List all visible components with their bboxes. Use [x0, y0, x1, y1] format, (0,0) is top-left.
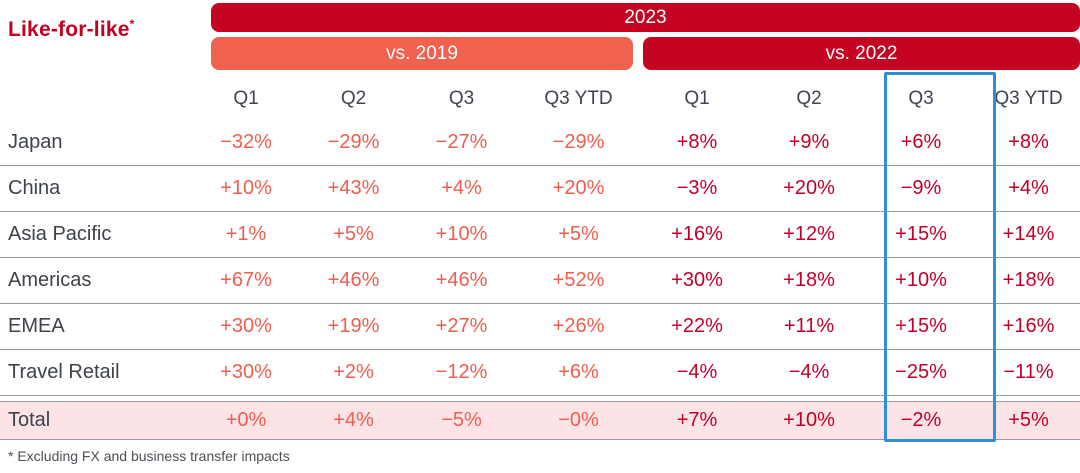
value-cell: +52% — [552, 269, 605, 291]
column-header-2022-q3ytd: Q3 YTD — [994, 88, 1063, 109]
table-row-asia-pacific: Asia Pacific +1% +5% +10% +5% +16% +12% … — [0, 212, 1080, 258]
row-label: Japan — [8, 131, 63, 153]
value-cell: +0% — [225, 409, 267, 431]
value-cell: +11% — [783, 315, 835, 337]
value-cell: −9% — [900, 177, 942, 199]
column-header-2019-q3: Q3 — [448, 88, 475, 109]
column-header-2019-q3ytd: Q3 YTD — [544, 88, 613, 109]
column-header-2022-q3: Q3 — [908, 88, 934, 109]
value-cell: +18% — [1002, 269, 1055, 291]
value-cell: +26% — [552, 315, 605, 337]
value-cell: +10% — [220, 177, 272, 199]
value-cell: +6% — [900, 131, 942, 153]
value-cell: +30% — [671, 269, 723, 291]
value-cell: −0% — [558, 409, 599, 431]
footnote-marker: * — [129, 17, 135, 31]
row-label: Americas — [8, 269, 92, 291]
year-header-bar: 2023 — [211, 3, 1080, 32]
value-cell: +5% — [1008, 409, 1049, 431]
column-header-2022-q1: Q1 — [684, 88, 710, 109]
value-cell: −32% — [220, 131, 272, 153]
value-cell: +10% — [783, 409, 835, 431]
value-cell: +15% — [895, 315, 947, 337]
value-cell: +9% — [788, 131, 830, 153]
value-cell: +6% — [558, 361, 599, 383]
value-cell: +14% — [1002, 223, 1055, 245]
value-cell: −3% — [676, 177, 718, 199]
value-cell: +10% — [895, 269, 947, 291]
year-label: 2023 — [624, 6, 667, 28]
quarter-header-row: Q1 Q2 Q3 Q3 YTD Q1 Q2 Q3 Q3 YTD — [0, 78, 1080, 120]
value-cell: +5% — [558, 223, 599, 245]
value-cell: +16% — [1002, 315, 1055, 337]
vs-2022-label: vs. 2022 — [825, 42, 898, 64]
table-row-japan: Japan −32% −29% −27% −29% +8% +9% +6% +8… — [0, 120, 1080, 166]
table-row-travel-retail: Travel Retail +30% +2% −12% +6% −4% −4% … — [0, 350, 1080, 396]
value-cell: −25% — [895, 361, 947, 383]
value-cell: +27% — [435, 315, 488, 337]
value-cell: +18% — [783, 269, 835, 291]
value-cell: −11% — [1003, 361, 1054, 383]
value-cell: +8% — [1008, 131, 1049, 153]
footnote: * Excluding FX and business transfer imp… — [8, 448, 290, 464]
row-label: Total — [8, 409, 51, 431]
value-cell: −4% — [676, 361, 718, 383]
value-cell: +5% — [333, 223, 374, 245]
row-label: EMEA — [8, 315, 65, 337]
table-row-americas: Americas +67% +46% +46% +52% +30% +18% +… — [0, 258, 1080, 304]
value-cell: +30% — [220, 315, 272, 337]
value-cell: +46% — [327, 269, 380, 291]
value-cell: −29% — [552, 131, 605, 153]
value-cell: +19% — [327, 315, 380, 337]
value-cell: +20% — [552, 177, 605, 199]
page-title-text: Like-for-like — [8, 18, 130, 41]
table-row-total: Total +0% +4% −5% −0% +7% +10% −2% +5% — [0, 401, 1080, 440]
value-cell: −2% — [900, 409, 942, 431]
vs-2019-label: vs. 2019 — [386, 42, 458, 64]
value-cell: +8% — [676, 131, 718, 153]
row-label: Travel Retail — [8, 361, 120, 383]
value-cell: +67% — [220, 269, 272, 291]
value-cell: +46% — [435, 269, 488, 291]
value-cell: +30% — [220, 361, 272, 383]
page-title: Like-for-like* — [8, 18, 135, 42]
value-cell: −27% — [435, 131, 488, 153]
value-cell: +4% — [1008, 177, 1049, 199]
value-cell: +4% — [441, 177, 482, 199]
value-cell: +22% — [671, 315, 723, 337]
value-cell: +20% — [783, 177, 835, 199]
row-label: China — [8, 177, 61, 199]
value-cell: +1% — [225, 223, 267, 245]
value-cell: −12% — [435, 361, 488, 383]
vs-2019-header-bar: vs. 2019 — [211, 37, 633, 70]
row-label: Asia Pacific — [8, 223, 112, 245]
value-cell: −4% — [788, 361, 830, 383]
column-header-2019-q2: Q2 — [340, 88, 367, 109]
table: Q1 Q2 Q3 Q3 YTD Q1 Q2 Q3 Q3 YTD Japan −3… — [0, 78, 1080, 440]
value-cell: +43% — [327, 177, 380, 199]
value-cell: +7% — [676, 409, 718, 431]
value-cell: −29% — [327, 131, 380, 153]
value-cell: +4% — [333, 409, 374, 431]
value-cell: +16% — [671, 223, 723, 245]
column-header-2022-q2: Q2 — [796, 88, 822, 109]
column-header-2019-q1: Q1 — [233, 88, 259, 109]
vs-2022-header-bar: vs. 2022 — [643, 37, 1080, 70]
table-row-emea: EMEA +30% +19% +27% +26% +22% +11% +15% … — [0, 304, 1080, 350]
value-cell: +15% — [895, 223, 947, 245]
value-cell: +10% — [435, 223, 488, 245]
table-row-china: China +10% +43% +4% +20% −3% +20% −9% +4… — [0, 166, 1080, 212]
value-cell: +2% — [333, 361, 374, 383]
value-cell: −5% — [441, 409, 482, 431]
value-cell: +12% — [783, 223, 835, 245]
